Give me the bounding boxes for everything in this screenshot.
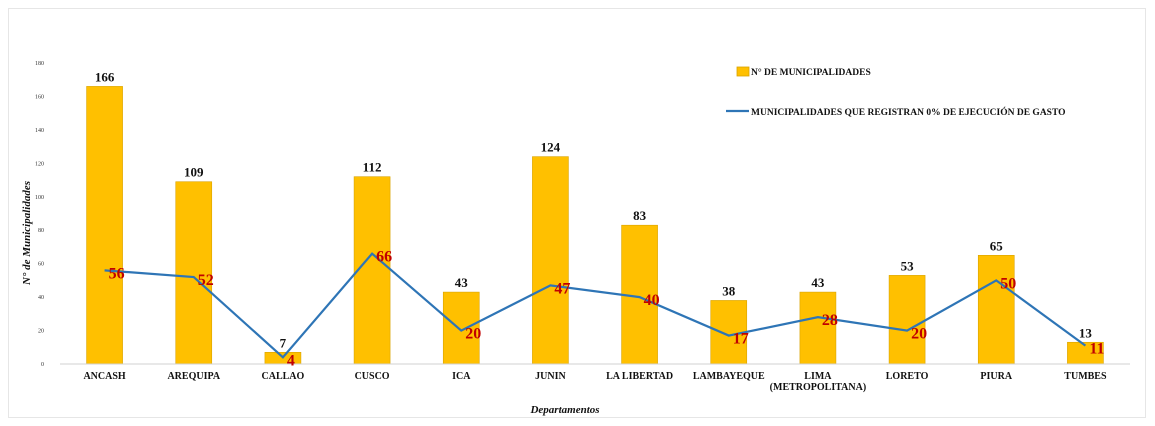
bar-value-label: 124: [541, 140, 561, 155]
line-value-label: 11: [1089, 341, 1104, 358]
chart-frame: [8, 8, 1146, 418]
y-tick-label: 120: [35, 161, 44, 167]
x-axis-title: Departamentos: [529, 404, 599, 416]
x-tick-label: LIMA (METROPOLITANA): [770, 371, 866, 393]
bar-value-label: 83: [633, 208, 647, 223]
x-tick-label: LORETO: [886, 371, 929, 382]
y-tick-label: 180: [35, 61, 44, 67]
bar: [888, 275, 926, 365]
x-tick-label: LA LIBERTAD: [606, 371, 673, 382]
bar-value-label: 43: [455, 275, 469, 290]
line-value-label: 40: [644, 292, 660, 309]
bar: [532, 156, 569, 365]
x-axis-tick-labels: ANCASH AREQUIPA CALLAO CUSCO ICA JUNIN LA LIBE…: [83, 371, 1107, 393]
bar: [86, 86, 123, 365]
line-value-label: 20: [465, 326, 481, 343]
bars: [86, 86, 1104, 365]
line-value-label: 52: [198, 272, 214, 289]
bar-value-label: 166: [95, 69, 115, 84]
bar: [977, 255, 1015, 365]
series-line: [104, 252, 1087, 359]
x-tick-label: CUSCO: [355, 371, 390, 382]
bar: [442, 291, 480, 365]
bar-value-label: 7: [280, 335, 287, 350]
bar-value-label: 53: [901, 258, 915, 273]
line-value-label: 47: [554, 280, 570, 297]
line-value-label: 50: [1000, 275, 1016, 292]
x-tick-label: AREQUIPA: [167, 371, 220, 382]
bar-value-label: 43: [811, 275, 825, 290]
bar: [353, 176, 391, 365]
x-tick-label: CALLAO: [262, 371, 305, 382]
legend-label-bars: N° DE MUNICIPALIDADES: [751, 67, 871, 78]
x-tick-label: PIURA: [980, 371, 1012, 382]
y-tick-label: 0: [41, 362, 44, 368]
legend-swatch-bars: [736, 66, 750, 77]
x-tick-label: ICA: [452, 371, 471, 382]
y-tick-label: 40: [38, 295, 44, 301]
bar-data-labels: 166 109 7 112 43 124 83 38 43 53 65 13: [95, 69, 1093, 350]
y-tick-label: 60: [38, 262, 44, 268]
y-axis-ticks: 0 20 40 60 80 100 120 140 160 180: [35, 61, 44, 368]
line-value-label: 4: [287, 352, 295, 369]
bar: [175, 181, 213, 365]
y-tick-label: 100: [35, 195, 44, 201]
line-data-labels: 56 52 4 66 20 47 40 17 28 20 50 11: [109, 249, 1105, 370]
line-value-label: 66: [376, 249, 392, 266]
line-value-label: 17: [733, 331, 749, 348]
legend: N° DE MUNICIPALIDADES MUNICIPALIDADES QU…: [726, 66, 1066, 118]
line-value-label: 28: [822, 312, 838, 329]
x-tick-label: TUMBES: [1064, 371, 1107, 382]
y-tick-label: 20: [38, 329, 44, 335]
bar-value-label: 109: [184, 165, 204, 180]
x-tick-label: LAMBAYEQUE: [693, 371, 765, 382]
bar-value-label: 38: [722, 283, 736, 298]
line-value-label: 20: [911, 326, 927, 343]
x-tick-label: JUNIN: [535, 371, 566, 382]
y-tick-label: 140: [35, 128, 44, 134]
bar-value-label: 65: [990, 238, 1004, 253]
bar-value-label: 13: [1079, 325, 1093, 340]
y-tick-label: 80: [38, 228, 44, 234]
legend-label-line: MUNICIPALIDADES QUE REGISTRAN 0% DE EJEC…: [751, 106, 1066, 118]
line-value-label: 56: [109, 265, 125, 282]
x-tick-label: ANCASH: [83, 371, 125, 382]
y-tick-label: 160: [35, 94, 44, 100]
bar-value-label: 112: [363, 160, 382, 175]
y-axis-title: N° de Municipalidades: [21, 181, 33, 286]
